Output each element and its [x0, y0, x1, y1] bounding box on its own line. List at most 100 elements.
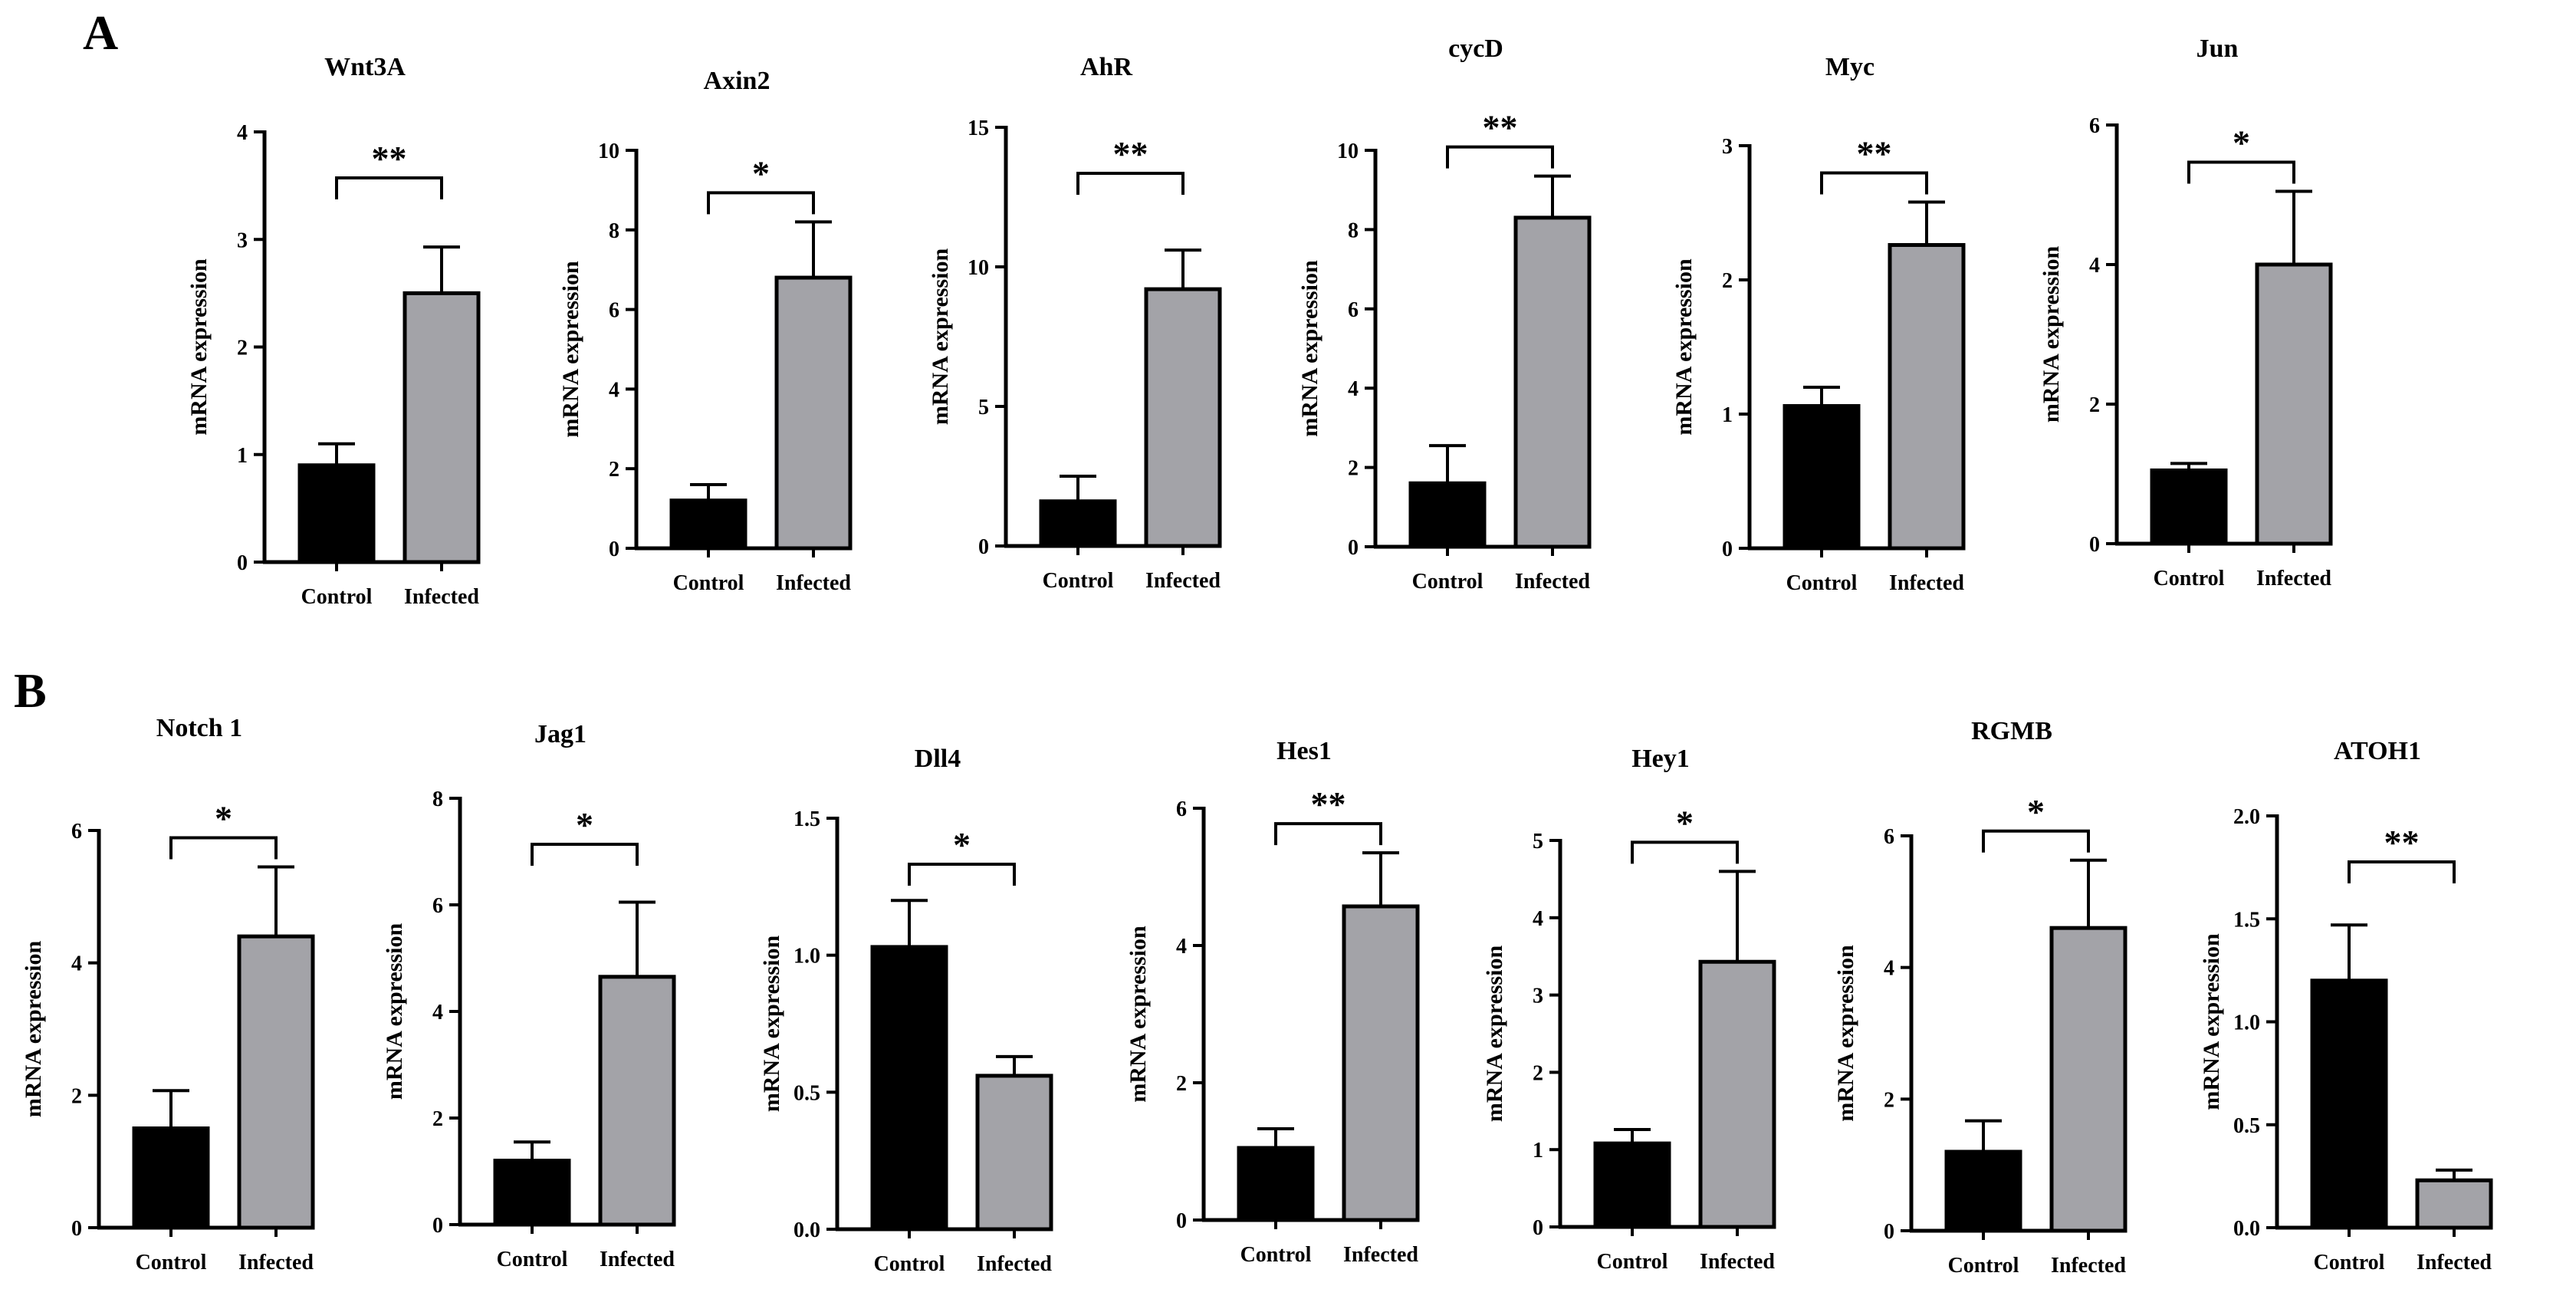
y-axis-label-dll4: mRNA expression	[759, 936, 784, 1113]
bar-jun-infected	[2255, 262, 2333, 546]
chart-title-dll4: Dll4	[915, 745, 961, 773]
y-tick-label-cycd-4: 8	[1348, 219, 1359, 242]
y-tick-label-jag1-1: 2	[432, 1107, 443, 1131]
bar-wnt3a-control	[297, 463, 376, 564]
chart-title-atoh1: ATOH1	[2334, 737, 2421, 765]
panel-label-a: A	[83, 5, 119, 60]
bar-jag1-infected	[598, 975, 676, 1227]
bar-wnt3a-infected	[402, 291, 481, 564]
bar-myc-infected	[1888, 243, 1966, 551]
bar-cycd-control	[1408, 481, 1487, 549]
significance-bracket-cycd	[1446, 145, 1554, 169]
significance-bracket-ahr	[1076, 172, 1184, 195]
chart-title-hes1: Hes1	[1276, 737, 1332, 765]
bar-jun-control	[2150, 468, 2228, 546]
y-tick-label-jun-2: 4	[2089, 254, 2100, 278]
y-axis-label-notch-1: mRNA expression	[21, 941, 46, 1118]
y-tick-label-cycd-3: 6	[1348, 298, 1359, 322]
y-tick-label-ahr-0: 0	[978, 535, 989, 559]
y-tick-label-dll4-0: 0.0	[794, 1218, 820, 1242]
y-tick-label-hey1-0: 0	[1533, 1216, 1543, 1240]
y-tick-label-myc-1: 1	[1722, 403, 1733, 427]
y-tick-label-atoh1-3: 1.5	[2233, 908, 2260, 932]
y-axis-label-myc: mRNA expression	[1671, 258, 1697, 436]
y-axis-label-axin2: mRNA expression	[558, 261, 583, 438]
bar-dll4-infected	[975, 1074, 1053, 1232]
bar-hey1-infected	[1698, 959, 1776, 1229]
x-tick-label-dll4-control: Control	[874, 1252, 945, 1276]
bar-dll4-control	[870, 945, 948, 1232]
significance-bracket-jun	[2187, 160, 2295, 184]
y-tick-label-ahr-3: 15	[968, 117, 989, 140]
y-tick-label-wnt3a-4: 4	[237, 121, 248, 145]
y-tick-label-rgmb-3: 6	[1884, 825, 1894, 849]
significance-bracket-atoh1	[2348, 860, 2456, 883]
y-tick-label-atoh1-1: 0.5	[2233, 1114, 2260, 1138]
y-axis-label-ahr: mRNA expression	[928, 248, 953, 426]
x-tick-label-axin2-infected: Infected	[776, 571, 851, 595]
bar-hes1-control	[1237, 1146, 1315, 1222]
x-tick-label-notch-1-infected: Infected	[238, 1251, 314, 1274]
significance-bracket-jag1	[531, 843, 639, 866]
x-tick-label-rgmb-control: Control	[1948, 1254, 2019, 1278]
x-tick-label-jun-control: Control	[2154, 567, 2225, 590]
bar-myc-control	[1783, 404, 1861, 551]
x-tick-label-atoh1-control: Control	[2314, 1251, 2385, 1274]
y-tick-label-ahr-1: 5	[978, 396, 989, 419]
y-tick-label-notch-1-0: 0	[71, 1217, 82, 1241]
y-tick-label-jun-0: 0	[2089, 533, 2100, 557]
bar-jag1-control	[493, 1159, 571, 1227]
significance-label-hey1: *	[1676, 803, 1694, 842]
y-tick-label-axin2-4: 8	[609, 219, 619, 243]
chart-title-wnt3a: Wnt3A	[324, 53, 406, 81]
y-tick-label-notch-1-1: 2	[71, 1084, 82, 1108]
x-tick-label-hes1-control: Control	[1240, 1243, 1312, 1267]
significance-label-jun: *	[2233, 123, 2250, 162]
y-tick-label-hey1-3: 3	[1533, 985, 1543, 1008]
y-tick-label-rgmb-2: 4	[1884, 957, 1894, 981]
panel-label-b: B	[14, 663, 47, 718]
bar-rgmb-infected	[2049, 926, 2128, 1233]
bar-notch-1-control	[132, 1126, 210, 1230]
bar-ahr-infected	[1144, 287, 1222, 548]
x-tick-label-ahr-infected: Infected	[1145, 569, 1221, 593]
y-tick-label-atoh1-4: 2.0	[2233, 805, 2260, 829]
significance-bracket-hes1	[1274, 822, 1382, 846]
y-tick-label-rgmb-1: 2	[1884, 1088, 1894, 1112]
y-tick-label-hes1-0: 0	[1176, 1209, 1187, 1233]
y-axis-label-wnt3a: mRNA expression	[186, 258, 212, 436]
x-tick-label-dll4-infected: Infected	[977, 1252, 1052, 1276]
bar-hes1-infected	[1342, 904, 1420, 1222]
y-tick-label-axin2-1: 2	[609, 458, 619, 482]
bar-axin2-control	[669, 498, 748, 551]
y-tick-label-dll4-1: 0.5	[794, 1081, 820, 1105]
x-tick-label-rgmb-infected: Infected	[2051, 1254, 2126, 1278]
y-tick-label-jag1-0: 0	[432, 1214, 443, 1238]
y-tick-label-myc-0: 0	[1722, 538, 1733, 561]
y-axis-label-atoh1: mRNA expression	[2199, 933, 2224, 1110]
bar-notch-1-infected	[237, 934, 315, 1230]
y-tick-label-cycd-2: 4	[1348, 377, 1359, 401]
y-axis-label-cycd: mRNA expression	[1297, 260, 1322, 437]
y-axis-label-jun: mRNA expression	[2039, 246, 2064, 423]
chart-title-notch-1: Notch 1	[156, 714, 242, 742]
significance-label-hes1: **	[1311, 784, 1346, 824]
chart-title-jag1: Jag1	[534, 720, 586, 748]
x-tick-label-jag1-control: Control	[497, 1248, 568, 1271]
y-axis-label-rgmb: mRNA expression	[1833, 945, 1858, 1122]
y-tick-label-hes1-2: 4	[1176, 935, 1187, 959]
y-tick-label-dll4-3: 1.5	[794, 807, 820, 831]
x-tick-label-ahr-control: Control	[1043, 569, 1114, 593]
significance-label-dll4: *	[953, 825, 971, 864]
significance-label-rgmb: *	[2027, 792, 2045, 831]
significance-bracket-hey1	[1631, 840, 1739, 864]
y-tick-label-jag1-3: 6	[432, 894, 443, 918]
x-tick-label-hey1-control: Control	[1597, 1250, 1668, 1274]
y-tick-label-wnt3a-3: 3	[237, 229, 248, 252]
significance-label-axin2: *	[752, 153, 770, 192]
y-tick-label-hes1-1: 2	[1176, 1072, 1187, 1096]
y-tick-label-axin2-0: 0	[609, 538, 619, 561]
y-tick-label-hey1-4: 4	[1533, 907, 1543, 931]
x-tick-label-hey1-infected: Infected	[1700, 1250, 1775, 1274]
y-tick-label-notch-1-2: 4	[71, 952, 82, 976]
